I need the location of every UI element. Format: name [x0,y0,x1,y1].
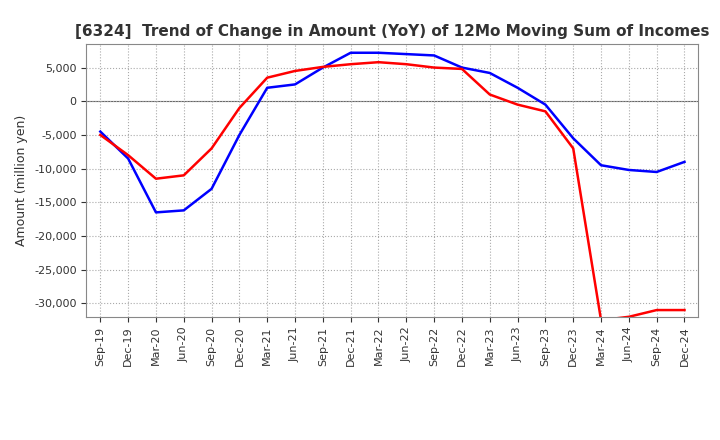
Ordinary Income [513,85,522,91]
Ordinary Income [597,163,606,168]
Ordinary Income [291,82,300,87]
Net Income [179,173,188,178]
Net Income [485,92,494,97]
Ordinary Income [652,169,661,175]
Net Income [624,314,633,319]
Net Income [207,146,216,151]
Net Income [291,68,300,73]
Net Income [346,62,355,67]
Ordinary Income [485,70,494,76]
Net Income [597,318,606,323]
Net Income [402,62,410,67]
Ordinary Income [624,167,633,172]
Net Income [680,308,689,313]
Net Income [430,65,438,70]
Net Income [318,64,327,70]
Net Income [124,153,132,158]
Net Income [541,109,550,114]
Ordinary Income [374,50,383,55]
Y-axis label: Amount (million yen): Amount (million yen) [16,115,29,246]
Ordinary Income [318,65,327,70]
Ordinary Income [124,156,132,161]
Ordinary Income [263,85,271,91]
Ordinary Income [235,132,243,138]
Ordinary Income [569,136,577,141]
Ordinary Income [152,210,161,215]
Net Income [513,102,522,107]
Net Income [96,132,104,138]
Ordinary Income [541,102,550,107]
Net Income [569,146,577,151]
Ordinary Income [207,186,216,191]
Net Income [263,75,271,81]
Net Income [652,308,661,313]
Net Income [374,59,383,65]
Ordinary Income [179,208,188,213]
Ordinary Income [96,129,104,134]
Ordinary Income [458,65,467,70]
Ordinary Income [430,53,438,58]
Line: Net Income: Net Income [100,62,685,320]
Ordinary Income [680,159,689,165]
Net Income [458,66,467,72]
Ordinary Income [402,51,410,57]
Net Income [235,105,243,110]
Line: Ordinary Income: Ordinary Income [100,53,685,213]
Title: [6324]  Trend of Change in Amount (YoY) of 12Mo Moving Sum of Incomes: [6324] Trend of Change in Amount (YoY) o… [75,24,710,39]
Ordinary Income [346,50,355,55]
Net Income [152,176,161,181]
